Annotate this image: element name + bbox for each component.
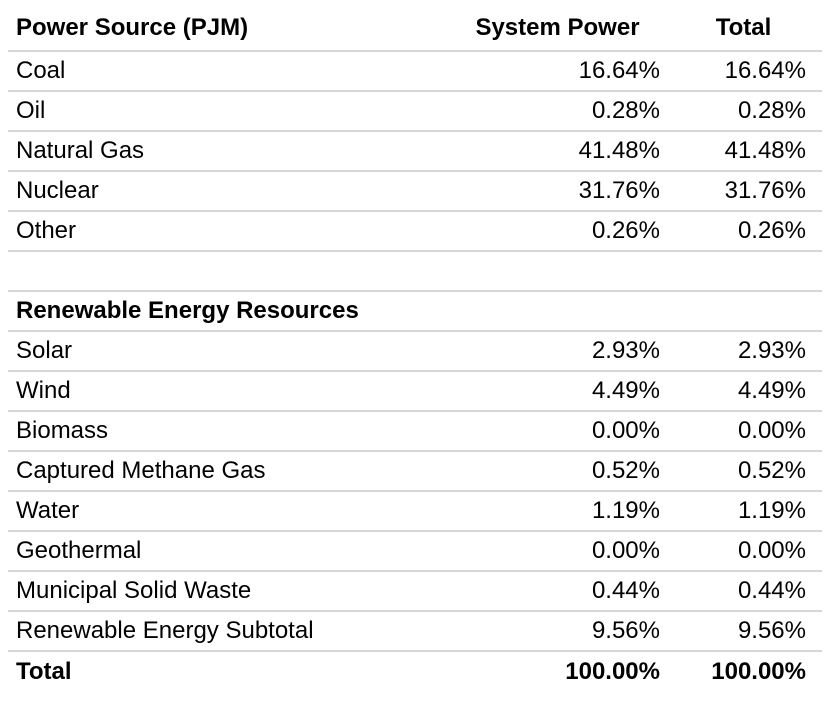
spacer-cell — [665, 251, 822, 291]
system-power-value: 0.28% — [591, 97, 660, 124]
column-header-power-source: Power Source (PJM) — [16, 14, 249, 41]
total-value: 100.00% — [711, 658, 806, 685]
power-source-label: Oil — [16, 97, 46, 124]
power-source-label: Solar — [16, 337, 73, 364]
total-value: 0.26% — [737, 217, 806, 244]
power-source-label: Captured Methane Gas — [16, 457, 266, 484]
system-power-value: 0.44% — [591, 577, 660, 604]
total-value: 0.00% — [737, 417, 806, 444]
power-source-label: Biomass — [16, 417, 109, 444]
table-row-renewable-energy-subtotal: Renewable Energy Subtotal 9.56% 9.56% — [8, 611, 822, 651]
table-row-solar: Solar 2.93% 2.93% — [8, 331, 822, 371]
spacer-cell — [8, 251, 450, 291]
system-power-value: 1.19% — [591, 497, 660, 524]
total-value: 4.49% — [737, 377, 806, 404]
total-value: 31.76% — [724, 177, 806, 204]
total-value: 16.64% — [724, 57, 806, 84]
total-value: 0.28% — [737, 97, 806, 124]
system-power-value: 9.56% — [591, 617, 660, 644]
power-source-table: Power Source (PJM) System Power Total Co… — [8, 6, 822, 704]
system-power-value: 0.26% — [591, 217, 660, 244]
power-source-label: Water — [16, 497, 80, 524]
system-power-value: 0.52% — [591, 457, 660, 484]
system-power-value: 4.49% — [591, 377, 660, 404]
power-source-label: Coal — [16, 57, 66, 84]
power-source-label: Nuclear — [16, 177, 99, 204]
system-power-value: 0.00% — [591, 417, 660, 444]
column-header-total: Total — [715, 14, 772, 41]
system-power-value: 100.00% — [565, 658, 660, 685]
table-row-other: Other 0.26% 0.26% — [8, 211, 822, 251]
table-spacer-row — [8, 251, 822, 291]
section-header-row-renewables: Renewable Energy Resources — [8, 291, 822, 331]
total-value: 0.00% — [737, 537, 806, 564]
table-row-nuclear: Nuclear 31.76% 31.76% — [8, 171, 822, 211]
table-row-grand-total: Total 100.00% 100.00% — [8, 651, 822, 704]
system-power-value: 16.64% — [578, 57, 660, 84]
table-row-natural-gas: Natural Gas 41.48% 41.48% — [8, 131, 822, 171]
table-row-coal: Coal 16.64% 16.64% — [8, 51, 822, 91]
total-value: 0.52% — [737, 457, 806, 484]
table-row-water: Water 1.19% 1.19% — [8, 491, 822, 531]
table-header-row: Power Source (PJM) System Power Total — [8, 6, 822, 51]
table-row-biomass: Biomass 0.00% 0.00% — [8, 411, 822, 451]
table-row-wind: Wind 4.49% 4.49% — [8, 371, 822, 411]
power-source-label: Renewable Energy Subtotal — [16, 617, 314, 644]
grand-total-label: Total — [16, 658, 72, 685]
power-source-label: Wind — [16, 377, 71, 404]
total-value: 0.44% — [737, 577, 806, 604]
total-value: 2.93% — [737, 337, 806, 364]
system-power-value: 31.76% — [578, 177, 660, 204]
power-source-label: Municipal Solid Waste — [16, 577, 252, 604]
power-source-label: Geothermal — [16, 537, 142, 564]
system-power-value: 0.00% — [591, 537, 660, 564]
table-row-captured-methane-gas: Captured Methane Gas 0.52% 0.52% — [8, 451, 822, 491]
power-source-label: Other — [16, 217, 77, 244]
table-row-municipal-solid-waste: Municipal Solid Waste 0.44% 0.44% — [8, 571, 822, 611]
total-value: 1.19% — [737, 497, 806, 524]
power-source-label: Natural Gas — [16, 137, 145, 164]
table-row-geothermal: Geothermal 0.00% 0.00% — [8, 531, 822, 571]
total-value: 9.56% — [737, 617, 806, 644]
system-power-value — [450, 291, 665, 331]
total-value — [665, 291, 822, 331]
spacer-cell — [450, 251, 665, 291]
table-row-oil: Oil 0.28% 0.28% — [8, 91, 822, 131]
total-value: 41.48% — [724, 137, 806, 164]
system-power-value: 41.48% — [578, 137, 660, 164]
system-power-value: 2.93% — [591, 337, 660, 364]
column-header-system-power: System Power — [475, 14, 640, 41]
section-header-label: Renewable Energy Resources — [16, 297, 359, 324]
